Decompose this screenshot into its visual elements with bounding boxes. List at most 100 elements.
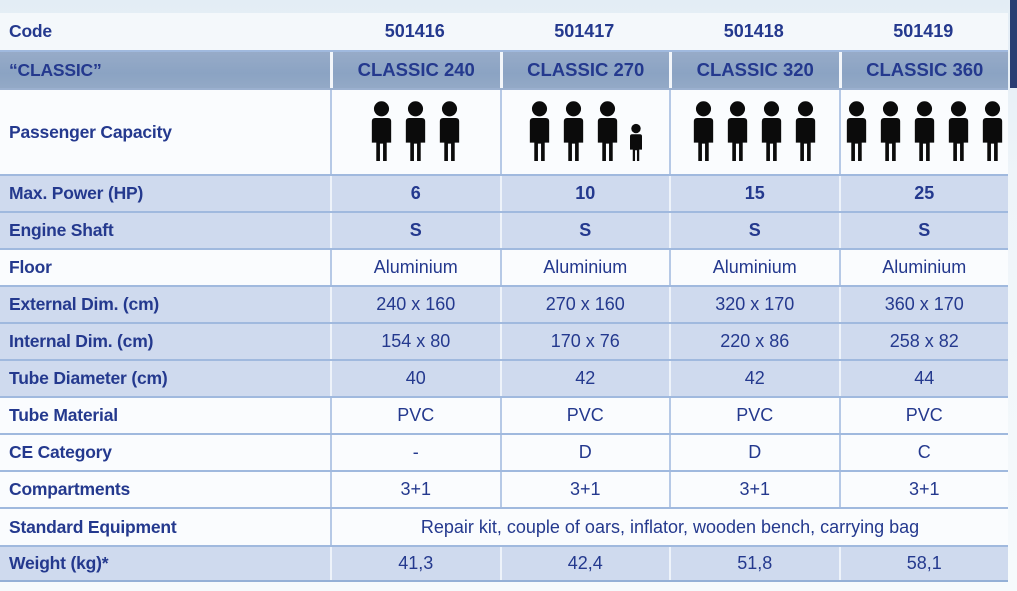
spec-table: Code 501416 501417 501418 501419 “CLASSI… xyxy=(0,13,1008,582)
value-cell: Aluminium xyxy=(838,250,1009,285)
table-row-external-dim: External Dim. (cm) 240 x 160 270 x 160 3… xyxy=(0,285,1008,322)
person-icon xyxy=(762,101,782,161)
equipment-span-cell: Repair kit, couple of oars, inflator, wo… xyxy=(330,509,1008,545)
person-icon xyxy=(880,101,900,161)
value-cell: 270 x 160 xyxy=(499,287,670,322)
value-cell: PVC xyxy=(669,398,839,433)
person-icon xyxy=(948,101,968,161)
value-cell: 3+1 xyxy=(330,472,500,507)
person-icon xyxy=(846,101,866,161)
table-row-classic: “CLASSIC” CLASSIC 240 CLASSIC 270 CLASSI… xyxy=(0,50,1008,88)
value-cell: 42 xyxy=(499,361,670,396)
table-row-code: Code 501416 501417 501418 501419 xyxy=(0,13,1008,50)
row-label: Max. Power (HP) xyxy=(9,183,144,203)
value-cell: 501416 xyxy=(384,21,445,41)
value-cell: C xyxy=(838,435,1009,470)
value-cell: 25 xyxy=(838,176,1009,211)
value-cell: S xyxy=(838,213,1009,248)
value-cell: PVC xyxy=(838,398,1009,433)
value-cell: 10 xyxy=(499,176,670,211)
value-cell: 3+1 xyxy=(499,472,670,507)
row-label: Floor xyxy=(9,257,52,277)
value-cell: CLASSIC 320 xyxy=(669,52,839,88)
passenger-icons-cell xyxy=(330,90,500,174)
value-cell: Aluminium xyxy=(669,250,839,285)
value-cell: Aluminium xyxy=(330,250,500,285)
table-row-weight: Weight (kg)* 41,3 42,4 51,8 58,1 xyxy=(0,545,1008,582)
table-row-internal-dim: Internal Dim. (cm) 154 x 80 170 x 76 220… xyxy=(0,322,1008,359)
passenger-icons-cell xyxy=(838,90,1009,174)
table-row-standard-equipment: Standard Equipment Repair kit, couple of… xyxy=(0,507,1008,545)
value-cell: 258 x 82 xyxy=(838,324,1009,359)
person-icon xyxy=(914,101,934,161)
row-label: Standard Equipment xyxy=(9,516,177,537)
table-row-ce-category: CE Category - D D C xyxy=(0,433,1008,470)
value-cell: 15 xyxy=(669,176,839,211)
table-row-max-power: Max. Power (HP) 6 10 15 25 xyxy=(0,174,1008,211)
passenger-icons-cell xyxy=(499,90,670,174)
page-corner-decoration xyxy=(1010,0,1017,88)
child-person-icon xyxy=(630,123,643,161)
value-cell: Aluminium xyxy=(499,250,670,285)
value-cell: 360 x 170 xyxy=(838,287,1009,322)
table-row-tube-diameter: Tube Diameter (cm) 40 42 42 44 xyxy=(0,359,1008,396)
value-cell: 6 xyxy=(330,176,500,211)
table-row-tube-material: Tube Material PVC PVC PVC PVC xyxy=(0,396,1008,433)
person-icon xyxy=(598,101,618,161)
value-cell: 42,4 xyxy=(499,547,670,580)
value-cell: 501418 xyxy=(723,21,784,41)
value-cell: - xyxy=(330,435,500,470)
value-cell: PVC xyxy=(499,398,670,433)
row-label: “CLASSIC” xyxy=(9,59,102,80)
row-label: Passenger Capacity xyxy=(9,121,172,142)
table-row-floor: Floor Aluminium Aluminium Aluminium Alum… xyxy=(0,248,1008,285)
value-cell: PVC xyxy=(330,398,500,433)
value-cell: 170 x 76 xyxy=(499,324,670,359)
person-icon xyxy=(796,101,816,161)
person-icon xyxy=(564,101,584,161)
value-cell: 501419 xyxy=(893,21,954,41)
table-row-compartments: Compartments 3+1 3+1 3+1 3+1 xyxy=(0,470,1008,507)
value-cell: 240 x 160 xyxy=(330,287,500,322)
row-label: Internal Dim. (cm) xyxy=(9,331,154,351)
value-cell: CLASSIC 360 xyxy=(838,52,1009,88)
value-cell: S xyxy=(499,213,670,248)
value-cell: CLASSIC 270 xyxy=(499,52,670,88)
value-cell: 41,3 xyxy=(330,547,500,580)
row-label: Compartments xyxy=(9,479,131,499)
value-cell: D xyxy=(669,435,839,470)
value-cell: 58,1 xyxy=(838,547,1009,580)
row-label: Tube Diameter (cm) xyxy=(9,368,168,388)
table-row-passenger-capacity: Passenger Capacity xyxy=(0,88,1008,174)
value-cell: 501417 xyxy=(554,21,615,41)
row-label: Engine Shaft xyxy=(9,220,114,240)
person-icon xyxy=(694,101,714,161)
value-cell: CLASSIC 240 xyxy=(330,52,500,88)
row-label: Tube Material xyxy=(9,405,118,425)
person-icon xyxy=(982,101,1002,161)
value-cell: 3+1 xyxy=(838,472,1009,507)
value-cell: S xyxy=(330,213,500,248)
value-cell: 3+1 xyxy=(669,472,839,507)
value-cell: 40 xyxy=(330,361,500,396)
value-cell: 154 x 80 xyxy=(330,324,500,359)
row-label: External Dim. (cm) xyxy=(9,294,160,314)
passenger-icons-cell xyxy=(669,90,839,174)
value-cell: 44 xyxy=(838,361,1009,396)
value-cell: S xyxy=(669,213,839,248)
value-cell: 220 x 86 xyxy=(669,324,839,359)
value-cell: D xyxy=(499,435,670,470)
value-cell: 42 xyxy=(669,361,839,396)
table-row-engine-shaft: Engine Shaft S S S S xyxy=(0,211,1008,248)
person-icon xyxy=(440,101,460,161)
person-icon xyxy=(728,101,748,161)
row-label: Code xyxy=(9,21,52,41)
value-cell: 51,8 xyxy=(669,547,839,580)
row-label: CE Category xyxy=(9,442,112,462)
person-icon xyxy=(406,101,426,161)
person-icon xyxy=(530,101,550,161)
row-label: Weight (kg)* xyxy=(9,553,109,573)
person-icon xyxy=(372,101,392,161)
value-cell: 320 x 170 xyxy=(669,287,839,322)
